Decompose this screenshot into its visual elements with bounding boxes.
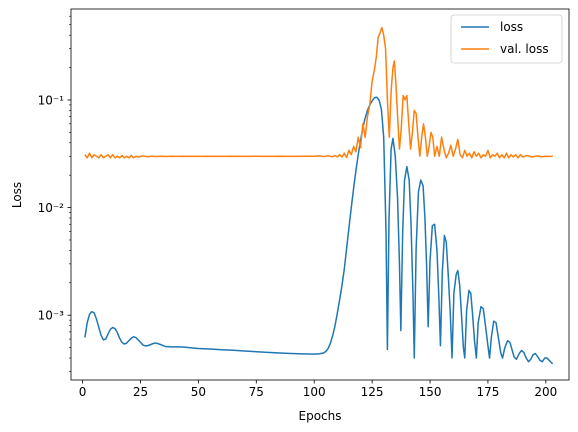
x-axis-ticks: 0 25 50 75 100 125 150 175 200 bbox=[79, 380, 557, 399]
series-line-val-loss bbox=[84, 26, 553, 159]
plot-lines bbox=[84, 26, 554, 365]
x-tick-label: 75 bbox=[249, 385, 264, 399]
legend: loss val. loss bbox=[450, 14, 563, 64]
y-tick-label: 10⁻¹ bbox=[38, 93, 65, 107]
y-tick-label: 10⁻³ bbox=[38, 309, 65, 323]
x-tick-label: 25 bbox=[133, 385, 148, 399]
y-tick-label: 10⁻² bbox=[38, 201, 65, 215]
axes-frame bbox=[70, 8, 570, 381]
y-axis-ticks: 10⁻³ 10⁻² 10⁻¹ bbox=[38, 15, 71, 372]
x-tick-label: 200 bbox=[534, 385, 557, 399]
legend-label-loss: loss bbox=[500, 20, 523, 34]
y-axis-label: Loss bbox=[10, 182, 24, 208]
x-tick-label: 0 bbox=[79, 385, 87, 399]
x-tick-label: 100 bbox=[303, 385, 326, 399]
x-axis-label: Epochs bbox=[299, 409, 342, 423]
x-tick-label: 50 bbox=[191, 385, 206, 399]
x-tick-label: 150 bbox=[419, 385, 442, 399]
legend-label-val-loss: val. loss bbox=[500, 42, 549, 56]
x-tick-label: 175 bbox=[476, 385, 499, 399]
series-line-loss bbox=[84, 96, 554, 365]
x-tick-label: 125 bbox=[361, 385, 384, 399]
